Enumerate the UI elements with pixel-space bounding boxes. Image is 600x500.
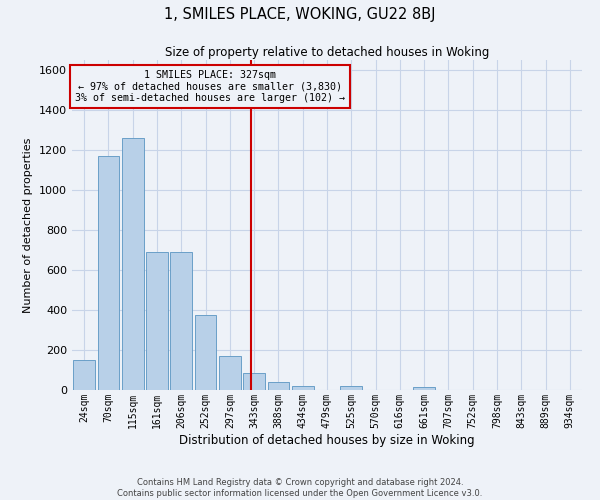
Bar [73,360,95,390]
Bar [97,156,119,390]
Bar [194,315,217,390]
Text: Contains HM Land Registry data © Crown copyright and database right 2024.
Contai: Contains HM Land Registry data © Crown c… [118,478,482,498]
Bar [170,252,192,390]
Bar [413,387,435,390]
Bar [268,382,289,390]
Text: 1, SMILES PLACE, WOKING, GU22 8BJ: 1, SMILES PLACE, WOKING, GU22 8BJ [164,8,436,22]
Bar [219,356,241,390]
Bar [122,138,143,390]
Bar [292,386,314,390]
X-axis label: Distribution of detached houses by size in Woking: Distribution of detached houses by size … [179,434,475,446]
Title: Size of property relative to detached houses in Woking: Size of property relative to detached ho… [165,46,489,59]
Bar [243,373,265,390]
Text: 1 SMILES PLACE: 327sqm
← 97% of detached houses are smaller (3,830)
3% of semi-d: 1 SMILES PLACE: 327sqm ← 97% of detached… [75,70,345,103]
Bar [146,252,168,390]
Y-axis label: Number of detached properties: Number of detached properties [23,138,34,312]
Bar [340,386,362,390]
